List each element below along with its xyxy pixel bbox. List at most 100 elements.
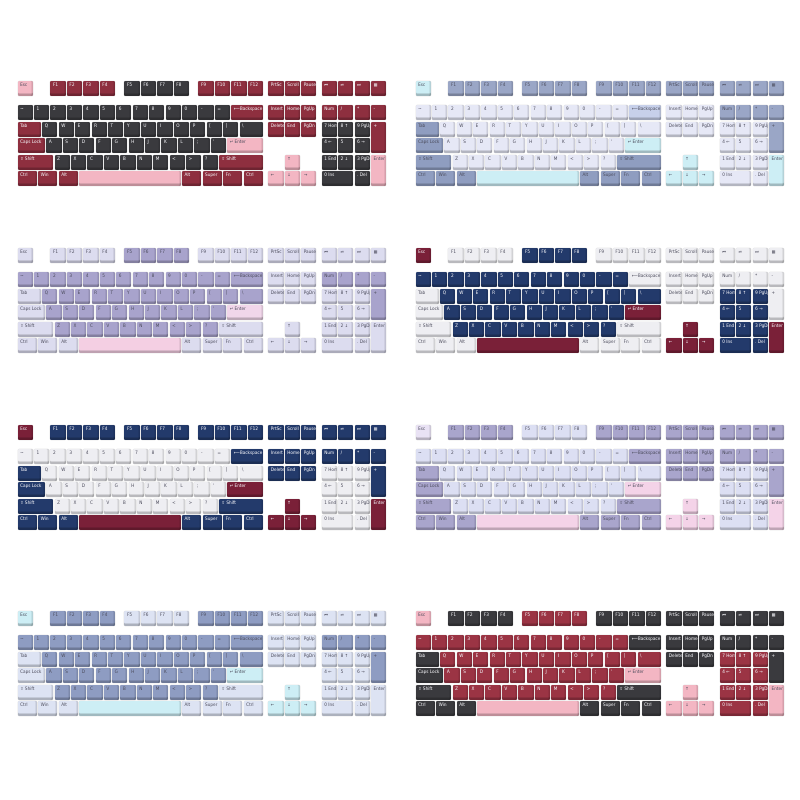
keycap-alpha: U — [538, 465, 555, 481]
keycap-alpha: Q — [42, 121, 58, 137]
keycap-numnum: 7 Home — [321, 121, 337, 137]
keycap-alpha: ' — [210, 305, 226, 321]
keycap-fA: F1 — [448, 610, 464, 626]
keycap-fC: F11 — [629, 247, 645, 263]
keycap-alpha: S — [62, 668, 79, 684]
keycap-mod: Ctrl — [17, 171, 37, 187]
keycap-alpha: 7 — [132, 635, 148, 651]
keycap-alpha: B — [120, 321, 136, 337]
keycap-sys: PrtSc — [268, 247, 284, 263]
keycap-alpha: I — [555, 651, 571, 667]
keycap-mod: Tab — [415, 465, 440, 481]
keycap-nav: Delete — [268, 465, 284, 481]
keycap-space — [79, 171, 181, 187]
keycap-numnum: 3 PgDn — [354, 498, 370, 514]
keycap-alpha: Q — [440, 465, 456, 481]
keycap-alpha: > — [186, 154, 202, 170]
keycap-nav: Insert — [268, 272, 284, 288]
keycap-fC: F11 — [231, 247, 247, 263]
keycap-alpha: \ — [637, 288, 661, 304]
keycap-numop: / — [338, 105, 354, 121]
keycap-alpha: A — [46, 138, 62, 154]
keycap-alpha: Z — [452, 154, 468, 170]
keycap-alpha: H — [128, 138, 144, 154]
keycap-mod: Alt — [182, 515, 202, 531]
keycap-alpha: S — [460, 138, 477, 154]
keycap-fC: F11 — [231, 424, 247, 440]
keycap-alpha: 2 — [50, 272, 66, 288]
keycap-alpha: [ — [206, 288, 222, 304]
keycap-alpha: 0 — [182, 105, 198, 121]
keycap-alpha: X — [71, 154, 87, 170]
keycap-mod: Caps Lock — [415, 305, 444, 321]
keycap-alpha: D — [79, 668, 95, 684]
keycap-mod: Fn — [223, 515, 243, 531]
keycap-numnum: 1 End — [321, 498, 337, 514]
keycap-alpha: R — [489, 288, 505, 304]
keycap-fB: F5 — [124, 80, 140, 96]
keycap-alpha: ~ — [17, 272, 33, 288]
keycap-alpha: W — [456, 288, 472, 304]
keycap-arrow: ← — [666, 171, 682, 187]
keycap-numnum: 9 PgUp — [354, 465, 370, 481]
keycap-numnum: 0 Ins — [321, 338, 354, 354]
keycap-mod: ⇧ Shift — [616, 321, 661, 337]
keycap-numnum: 0 Ins — [719, 171, 752, 187]
keycap-alpha: - — [198, 105, 214, 121]
keycap-alpha: O — [173, 465, 189, 481]
keycap-alpha: D — [79, 138, 95, 154]
keycap-alpha: X — [469, 498, 485, 514]
keycap-numnum: 0 Ins — [719, 701, 752, 717]
keycap-alpha: V — [103, 321, 120, 337]
keycap-alpha: X — [71, 498, 87, 514]
keycap-numnum: 7 Home — [719, 121, 735, 137]
keycap-numop: - — [769, 449, 785, 465]
keycap-fB: F6 — [538, 424, 555, 440]
keycap-mod: Tab — [415, 651, 440, 667]
keycap-arrow: ↑ — [682, 321, 698, 337]
keyboard-light-lavender-pink: Esc F1 F2 F3 F4 F5 F6 F7 F8 F9 F10 F11 F12 PrtSc Scrol… — [415, 424, 785, 531]
keycap-fB: F5 — [124, 247, 140, 263]
keycap-media: ▦ — [371, 610, 387, 626]
keycap-alpha: Q — [42, 465, 58, 481]
keycap-alpha: = — [612, 105, 629, 121]
keycap-numenter: Enter ↵ — [371, 498, 387, 531]
keycap-mod: Super — [600, 515, 620, 531]
keycap-alpha: ~ — [17, 105, 33, 121]
keycap-mod: Ctrl — [17, 515, 37, 531]
keycap-fC: F12 — [645, 247, 661, 263]
keycap-alpha: 2 — [448, 105, 464, 121]
keycap-numop: - — [371, 449, 387, 465]
keycap-alpha: \ — [637, 121, 661, 137]
keycap-alpha: \ — [239, 288, 263, 304]
keycap-numnum: 8 ↑ — [338, 651, 354, 667]
keycap-numplus: + — [371, 288, 387, 321]
keycap-mod: Ctrl — [415, 171, 435, 187]
keycap-sys: PrtSc — [268, 80, 284, 96]
keycap-nav: End — [682, 465, 698, 481]
keycap-mod: Alt — [580, 515, 600, 531]
keycap-alpha: S — [62, 138, 79, 154]
keycap-media: ⏮ — [719, 247, 735, 263]
keycap-alpha: ? — [600, 498, 616, 514]
keycap-sys: Pause — [699, 247, 715, 263]
keyboard-white-blue-grey: Esc F1 F2 F3 F4 F5 F6 F7 F8 F9 F10 F11 F12 PrtSc Scrol… — [415, 80, 785, 187]
keycap-esc: Esc — [415, 610, 431, 626]
keycap-alpha: \ — [239, 465, 263, 481]
keycap-media: ⏭ — [354, 247, 370, 263]
keycap-alpha: F — [95, 482, 111, 498]
keycap-space — [79, 701, 181, 717]
keycap-alpha: M — [153, 498, 169, 514]
keycap-fA: F2 — [66, 80, 83, 96]
keycap-numnum: 4 ← — [321, 138, 337, 154]
keycap-alpha: 9 — [563, 449, 579, 465]
keycap-fA: F2 — [464, 80, 481, 96]
keycap-mod: Alt — [182, 171, 202, 187]
keycap-alpha: 6 — [116, 449, 132, 465]
keycap-fA: F4 — [497, 247, 514, 263]
keycap-enter: ↵ Enter — [625, 138, 661, 154]
keycap-alpha: < — [567, 684, 583, 700]
keyboard-navy-white-burgundy: Esc F1 F2 F3 F4 F5 F6 F7 F8 F9 F10 F11 F12 PrtSc Scrol… — [415, 247, 785, 354]
keycap-arrow: ↑ — [284, 684, 300, 700]
keycap-sys: PrtSc — [268, 610, 284, 626]
